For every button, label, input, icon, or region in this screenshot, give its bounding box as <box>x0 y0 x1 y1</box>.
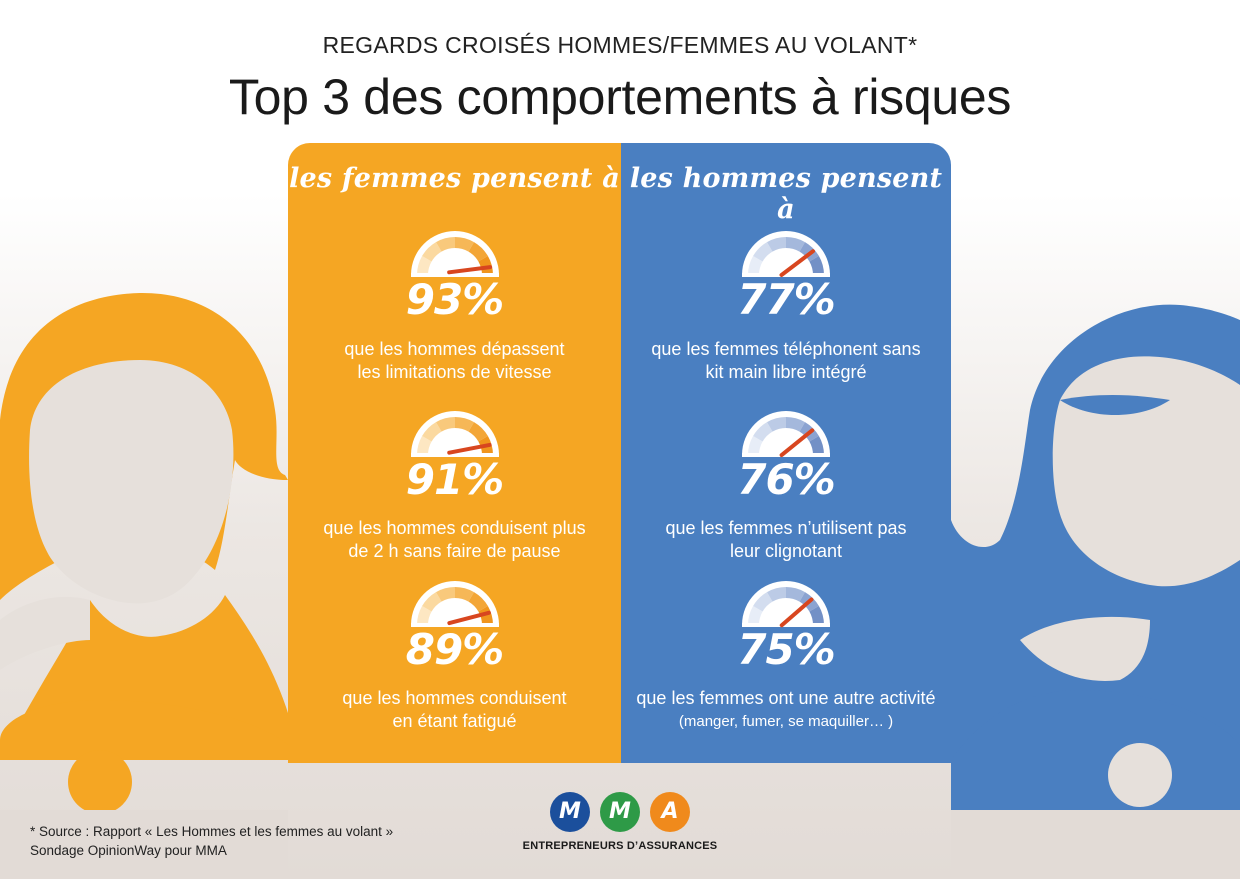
men-stat-3-line1: que les femmes ont une autre activité <box>636 688 936 708</box>
men-stat-3-line2: (manger, fumer, se maquiller… ) <box>678 713 894 730</box>
logo-letter-3: A <box>650 792 690 832</box>
man-silhouette <box>951 304 1240 879</box>
logo-tagline: ENTREPRENEURS D’ASSURANCES <box>522 840 718 852</box>
page-title: Top 3 des comportements à risques <box>228 69 1012 125</box>
women-stat-1-desc: que les hommes dépassent les limitations… <box>288 338 621 384</box>
page-subtitle: REGARDS CROISÉS HOMMES/FEMMES AU VOLANT* <box>322 32 918 58</box>
logo-letter-1: M <box>550 792 590 832</box>
women-panel: les femmes pensent à 93% que les hommes … <box>288 143 621 763</box>
men-stat-3-value: 75% <box>737 625 836 674</box>
women-stat-1-value: 93% <box>405 275 505 324</box>
women-stat-2-value: 91% <box>405 455 505 504</box>
women-stat-3-line1: que les hommes conduisent <box>342 688 567 708</box>
women-stat-3-line2: en étant fatigué <box>392 711 517 731</box>
women-stat-3-value: 89% <box>405 625 505 674</box>
logo-letter-2: M <box>600 792 640 832</box>
women-stat-1-line2: les limitations de vitesse <box>357 362 552 382</box>
source-line-1: * Source : Rapport « Les Hommes et les f… <box>30 824 394 839</box>
men-heading: les hommes pensent à <box>629 163 943 225</box>
speedometer-icon <box>410 411 499 457</box>
speedometer-icon <box>742 231 830 277</box>
mma-logo: M M A ENTREPRENEURS D’ASSURANCES <box>520 790 720 860</box>
women-stat-2-line1: que les hommes conduisent plus <box>323 518 586 538</box>
men-stat-1-line2: kit main libre intégré <box>705 362 867 382</box>
speedometer-icon <box>742 581 830 628</box>
women-stat-2-line2: de 2 h sans faire de pause <box>348 541 561 561</box>
men-stat-2-value: 76% <box>737 455 836 504</box>
woman-silhouette <box>0 292 300 879</box>
men-stat-1-value: 77% <box>737 275 836 324</box>
speedometer-icon <box>410 581 499 627</box>
women-stat-3-desc: que les hommes conduisent en étant fatig… <box>288 687 621 733</box>
source-note: * Source : Rapport « Les Hommes et les f… <box>30 822 393 860</box>
men-stat-3-desc: que les femmes ont une autre activité (m… <box>621 687 951 733</box>
women-stat-1-line1: que les hommes dépassent <box>344 339 565 359</box>
men-stat-1-desc: que les femmes téléphonent sans kit main… <box>621 338 951 384</box>
men-stat-1-line1: que les femmes téléphonent sans <box>651 339 921 359</box>
speedometer-icon <box>410 231 499 277</box>
speedometer-icon <box>742 411 830 458</box>
source-line-2: Sondage OpinionWay pour MMA <box>30 843 227 858</box>
women-stat-2-desc: que les hommes conduisent plus de 2 h sa… <box>288 517 621 563</box>
men-stat-2-line2: leur clignotant <box>729 541 843 561</box>
men-stat-2-desc: que les femmes n’utilisent pas leur clig… <box>621 517 951 563</box>
men-panel: les hommes pensent à 77% que les femmes … <box>621 143 951 763</box>
men-stat-2-line1: que les femmes n’utilisent pas <box>665 518 907 538</box>
women-heading: les femmes pensent à <box>289 163 620 194</box>
